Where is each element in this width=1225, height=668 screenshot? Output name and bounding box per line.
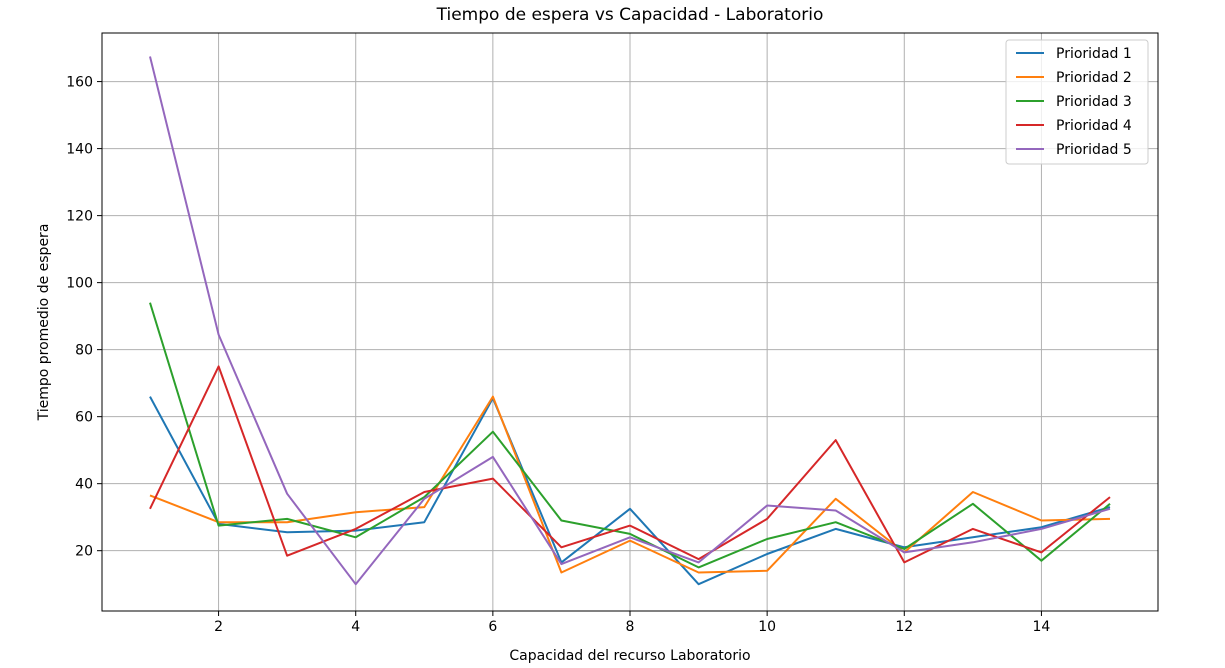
series-line-prioridad-4 [149, 365, 1111, 564]
legend-label: Prioridad 1 [1056, 46, 1132, 62]
x-axis-label: Capacidad del recurso Laboratorio [509, 648, 750, 664]
y-tick-label: 60 [75, 410, 93, 426]
y-tick-label: 20 [75, 544, 93, 560]
legend: Prioridad 1 Prioridad 2 Prioridad 3 Priorid… [1005, 39, 1149, 165]
legend-label: Prioridad 2 [1056, 70, 1132, 86]
y-tick-label: 120 [66, 209, 93, 225]
legend-label: Prioridad 5 [1056, 142, 1132, 158]
x-tick-label: 2 [214, 619, 223, 635]
y-tick-label: 40 [75, 477, 93, 493]
x-tick-label: 14 [1033, 619, 1051, 635]
data-series [149, 56, 1111, 586]
grid-lines [102, 33, 1158, 611]
x-tick-label: 12 [895, 619, 913, 635]
legend-label: Prioridad 4 [1056, 118, 1132, 134]
legend-box [1005, 39, 1149, 165]
y-axis-label: Tiempo promedio de espera [36, 224, 52, 422]
legend-label: Prioridad 3 [1056, 94, 1132, 110]
series-line-prioridad-5 [149, 56, 1111, 586]
x-tick-label: 8 [626, 619, 635, 635]
chart-title: Tiempo de espera vs Capacidad - Laborato… [436, 5, 824, 25]
x-axis-ticks: 2 4 6 8 10 12 14 [214, 611, 1050, 635]
y-tick-label: 140 [66, 142, 93, 158]
x-tick-label: 10 [758, 619, 776, 635]
x-tick-label: 6 [488, 619, 497, 635]
series-line-prioridad-2 [149, 395, 1111, 574]
y-tick-label: 160 [66, 75, 93, 91]
y-axis-ticks: 20 40 60 80 100 120 140 160 [66, 75, 102, 560]
y-tick-label: 100 [66, 276, 93, 292]
x-tick-label: 4 [351, 619, 360, 635]
y-tick-label: 80 [75, 343, 93, 359]
